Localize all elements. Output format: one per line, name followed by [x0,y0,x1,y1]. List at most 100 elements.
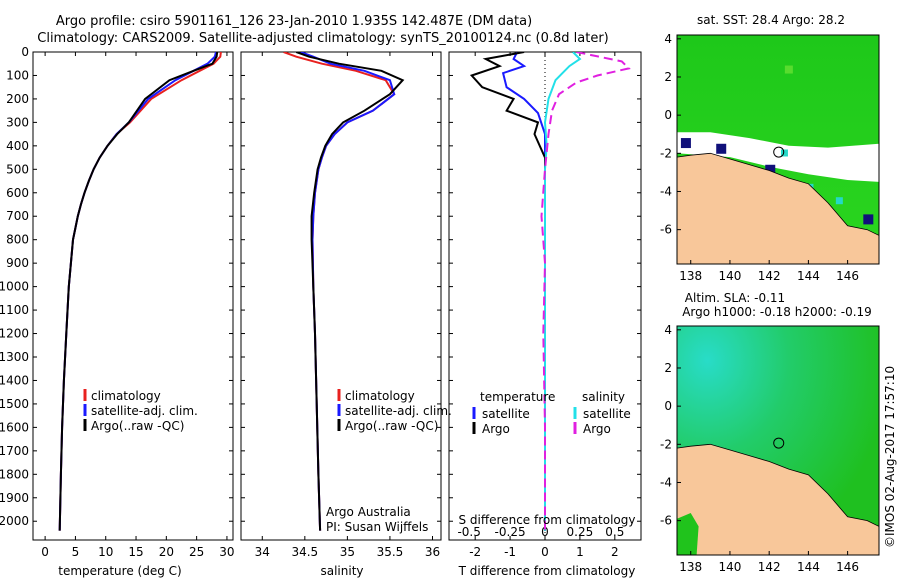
sla-map-xtick-label: 138 [679,560,702,574]
sst-map-ytick-label: 4 [664,32,672,46]
sla-map-xtick-label: 146 [836,560,859,574]
sal-legend-heading: salinity [582,390,625,404]
depth-tick-label: 1500 [0,397,29,411]
salinity-xtick-label: 34 [255,545,270,559]
sla-map-field [677,326,879,555]
depth-tick-label: 0 [21,45,29,59]
salinity-xtick-label: 35 [340,545,355,559]
sst-map-xtick-label: 138 [679,269,702,283]
sla-map-ytick-label: -2 [660,437,672,451]
difference-series-temperature-argo [469,52,546,531]
depth-tick-label: 1000 [0,280,29,294]
sst-cold-pixel [765,164,776,175]
sla-map-title-line1: Altim. SLA: -0.11 [685,291,785,305]
temperature-xtick-label: 25 [189,545,204,559]
credit-line1: Argo Australia [326,505,411,519]
sst-map-xtick-label: 142 [758,269,781,283]
salinity-series-climatology [283,52,396,531]
temperature-xtick-label: 5 [72,545,80,559]
coastal-patch [677,513,699,555]
salinity-xlabel: salinity [320,564,363,578]
depth-tick-label: 500 [6,162,29,176]
sla-map-xtick-label: 140 [718,560,741,574]
temperature-legend-label: Argo(..raw -QC) [91,419,184,433]
difference-top-label: S difference from climatology [459,513,636,527]
sst-map-ytick-label: -6 [660,223,672,237]
sst-map-frame [676,34,880,265]
sla-map-ytick-label: 4 [664,323,672,337]
difference-series-salinity-satellite [543,52,582,531]
salinity-diff-tick-label: 0.5 [605,525,624,539]
salinity-xtick-label: 36 [425,545,440,559]
difference-xtick-label: -2 [469,545,481,559]
sla-map-ytick-label: 0 [664,399,672,413]
sla-map-ytick-label: -6 [660,514,672,528]
temperature-xlabel: temperature (deg C) [58,564,181,578]
difference-xtick-label: 1 [576,545,584,559]
difference-series-salinity-argo [540,52,631,531]
sst-map-ytick-label: 2 [664,70,672,84]
figure-title-line1: Argo profile: csiro 5901161_126 23-Jan-2… [56,14,532,29]
sla-map-panel: 138 140 142 144 146 4 2 0 -2 -4 -6 [660,323,880,574]
sla-map-frame [676,325,880,556]
temperature-xtick-label: 10 [98,545,113,559]
depth-tick-label: 1700 [0,444,29,458]
sla-map-xtick-label: 144 [797,560,820,574]
temperature-series-argo-raw-qc- [58,52,219,531]
difference-xtick-label: 0 [541,545,549,559]
salinity-xtick-label: 35.5 [377,545,404,559]
temp-legend-label: Argo [482,422,510,436]
temperature-axes-frame [32,51,234,541]
difference-xlabel: T difference from climatology [458,564,636,578]
temperature-xtick-label: 30 [219,545,234,559]
depth-tick-label: 1800 [0,467,29,481]
temperature-legend-label: satellite-adj. clim. [91,404,198,418]
sst-cold-pixel [863,214,874,225]
salinity-diff-tick-label: -0.25 [495,525,526,539]
depth-tick-label: 1200 [0,327,29,341]
depth-tick-label: 1600 [0,420,29,434]
depth-tick-label: 700 [6,209,29,223]
temperature-legend-label: climatology [91,389,161,403]
depth-tick-label: 300 [6,115,29,129]
temperature-series-satellite-adj-clim- [58,52,217,531]
temperature-xtick-label: 0 [41,545,49,559]
sst-map-ytick-label: -2 [660,146,672,160]
sst-map-ytick-label: 0 [664,108,672,122]
temperature-series-climatology [58,52,222,531]
temp-legend-label: satellite [482,407,530,421]
sst-map-xtick-label: 146 [836,269,859,283]
credit-line2: PI: Susan Wijffels [326,520,428,534]
depth-tick-label: 400 [6,139,29,153]
salinity-diff-tick-label: -0.5 [457,525,480,539]
depth-tick-label: 900 [6,256,29,270]
sla-map-xtick-label: 142 [758,560,781,574]
sla-map-ytick-label: -4 [660,475,672,489]
sst-cold-pixel [680,138,691,149]
difference-xtick-label: -1 [504,545,516,559]
sst-cold-pixel [716,143,727,154]
sst-warm-patch [784,65,793,74]
sst-map-xtick-label: 140 [718,269,741,283]
depth-tick-label: 200 [6,92,29,106]
land-mass [677,152,879,264]
difference-panel: -2 -1 0 1 2 -0.5 -0.25 0 0.25 0.5 temperature salin… [448,51,642,559]
temp-legend-heading: temperature [480,390,555,404]
imos-timestamp: ©IMOS 02-Aug-2017 17:57:10 [883,366,897,548]
land-mass [677,443,879,555]
salinity-diff-tick-label: 0 [541,525,549,539]
salinity-legend-label: satellite-adj. clim. [345,404,452,418]
salinity-series-argo-raw-qc- [295,52,405,531]
sal-legend-label: satellite [583,407,631,421]
coastal-patch [677,222,699,264]
sst-map-field [677,35,879,264]
sst-map-panel: 138 140 142 144 146 4 2 0 -2 -4 -6 [660,32,880,283]
salinity-legend-label: climatology [345,389,415,403]
sst-map-title: sat. SST: 28.4 Argo: 28.2 [697,13,845,27]
difference-xtick-label: 2 [611,545,619,559]
difference-series-temperature-satellite [501,52,546,531]
depth-tick-label: 1900 [0,491,29,505]
temperature-xtick-label: 15 [128,545,143,559]
salinity-xtick-label: 34.5 [291,545,318,559]
